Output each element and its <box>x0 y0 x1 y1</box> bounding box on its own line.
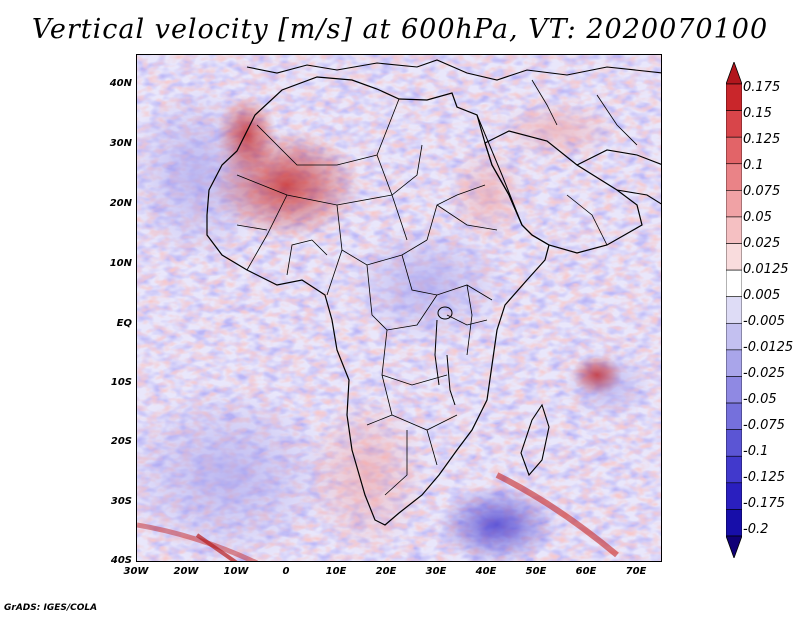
lon-label-40e: 40E <box>475 566 497 577</box>
colorbar-label-0.1: 0.1 <box>743 158 764 173</box>
lon-label-50e: 50E <box>525 566 547 577</box>
lon-label-70e: 70E <box>625 566 647 577</box>
colorbar-label-0.125: 0.125 <box>743 132 781 147</box>
madagascar-outline <box>520 403 550 477</box>
colorbar-swatch <box>725 296 743 324</box>
colorbar-swatches <box>725 60 743 560</box>
lon-label-30e: 30E <box>425 566 447 577</box>
colorbar-swatch <box>725 376 743 404</box>
colorbar-swatch <box>725 190 743 218</box>
colorbar-label-neg-0.0125: -0.0125 <box>743 340 794 355</box>
colorbar-swatch <box>725 83 743 111</box>
colorbar-swatch <box>725 163 743 191</box>
africa-coastline <box>206 76 550 526</box>
colorbar-swatch <box>725 269 743 298</box>
colorbar-top-arrow <box>725 60 743 85</box>
lon-label-10e: 10E <box>325 566 347 577</box>
colorbar <box>725 60 743 562</box>
colorbar-swatch <box>725 509 743 537</box>
colorbar-label-0.15: 0.15 <box>743 106 772 121</box>
colorbar-label-neg-0.125: -0.125 <box>743 470 785 485</box>
lat-label-20s: 20S <box>110 436 132 447</box>
lon-label-0: 0 <box>282 566 290 577</box>
chart-title: Vertical velocity [m/s] at 600hPa, VT: 2… <box>31 14 769 45</box>
lat-label-10s: 10S <box>110 377 132 388</box>
colorbar-label-0.0125: 0.0125 <box>743 262 789 277</box>
lat-label-30n: 30N <box>109 138 132 149</box>
colorbar-label-neg-0.075: -0.075 <box>743 418 785 433</box>
colorbar-swatch <box>725 110 743 138</box>
lat-label-30s: 30S <box>110 496 132 507</box>
colorbar-swatch <box>725 322 743 351</box>
lat-label-40s: 40S <box>110 555 132 566</box>
colorbar-swatch <box>725 455 743 484</box>
colorbar-swatch <box>725 429 743 457</box>
lat-label-40n: 40N <box>109 78 132 89</box>
colorbar-label-neg-0.005: -0.005 <box>743 314 785 329</box>
grads-credit: GrADS: IGES/COLA <box>4 603 98 613</box>
colorbar-swatch <box>725 216 743 244</box>
lon-label-30w: 30W <box>123 566 149 577</box>
lat-label-20n: 20N <box>109 198 132 209</box>
colorbar-label-0.075: 0.075 <box>743 184 781 199</box>
lon-label-20w: 20W <box>173 566 199 577</box>
colorbar-label-neg-0.05: -0.05 <box>743 392 777 407</box>
colorbar-label-neg-0.025: -0.025 <box>743 366 785 381</box>
vertical-velocity-map <box>137 55 661 561</box>
colorbar-swatch <box>725 482 743 510</box>
map-panel <box>136 54 662 562</box>
lat-label-eq: EQ <box>116 318 132 329</box>
colorbar-label-neg-0.2: -0.2 <box>743 522 769 537</box>
colorbar-swatch <box>725 243 743 271</box>
colorbar-label-neg-0.1: -0.1 <box>743 444 769 459</box>
colorbar-label-0.175: 0.175 <box>743 80 781 95</box>
lon-label-60e: 60E <box>575 566 597 577</box>
colorbar-label-0.025: 0.025 <box>743 236 781 251</box>
lon-label-10w: 10W <box>223 566 249 577</box>
colorbar-label-0.005: 0.005 <box>743 288 781 303</box>
colorbar-label-neg-0.175: -0.175 <box>743 496 785 511</box>
colorbar-swatch <box>725 402 743 430</box>
lat-label-10n: 10N <box>109 258 132 269</box>
colorbar-swatch <box>725 136 743 165</box>
colorbar-label-0.05: 0.05 <box>743 210 772 225</box>
colorbar-bottom-arrow <box>725 535 743 560</box>
lon-label-20e: 20E <box>375 566 397 577</box>
colorbar-swatch <box>725 349 743 377</box>
